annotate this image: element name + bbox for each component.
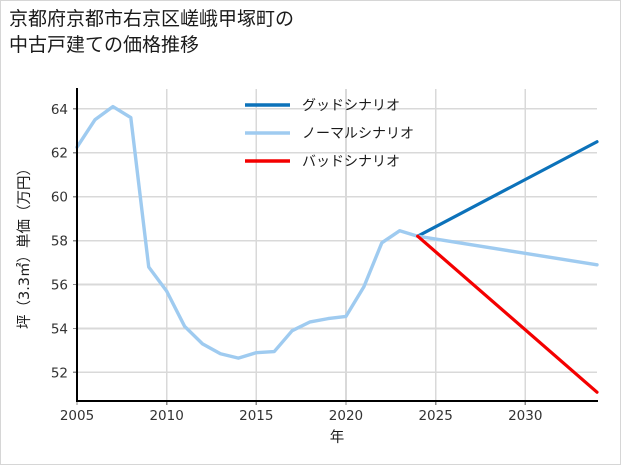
y-tick-label: 56	[51, 278, 68, 294]
y-tick-label: 64	[51, 102, 68, 118]
y-axis-title: 坪（3.3㎡）単価（万円）	[16, 161, 33, 329]
chart-series	[75, 104, 599, 394]
y-tick-label: 52	[51, 365, 68, 381]
horizontal-gridlines	[77, 107, 597, 374]
x-tick-label: 2020	[329, 408, 363, 424]
y-tick-label: 54	[51, 321, 68, 337]
series-line-good	[416, 140, 599, 238]
y-tick-label: 60	[51, 190, 68, 206]
legend-label-normal: ノーマルシナリオ	[302, 126, 414, 142]
y-axis-tick-labels: 52 54 56 58 60 62 64	[51, 102, 68, 382]
x-tick-label: 2010	[149, 408, 183, 424]
y-tick-label: 62	[51, 146, 68, 162]
x-axis-tick-labels: 2005 2010 2015 2020 2025 2030	[60, 408, 543, 424]
x-tick-label: 2015	[239, 408, 273, 424]
series-line-bad	[416, 234, 599, 394]
legend-label-bad: バッドシナリオ	[302, 154, 400, 170]
x-tick-label: 2030	[508, 408, 542, 424]
series-line-normal	[75, 104, 599, 360]
axis-spines	[75, 88, 598, 403]
x-tick-label: 2005	[60, 408, 94, 424]
x-tick-label: 2025	[418, 408, 452, 424]
y-tick-label: 58	[51, 234, 68, 250]
axis-titles: 坪（3.3㎡）単価（万円） 年	[16, 161, 344, 446]
legend-label-good: グッドシナリオ	[302, 98, 400, 114]
chart-title: 京都府京都市右京区嵯峨甲塚町の 中古戸建ての価格推移	[9, 9, 295, 56]
x-axis-title: 年	[330, 429, 345, 446]
